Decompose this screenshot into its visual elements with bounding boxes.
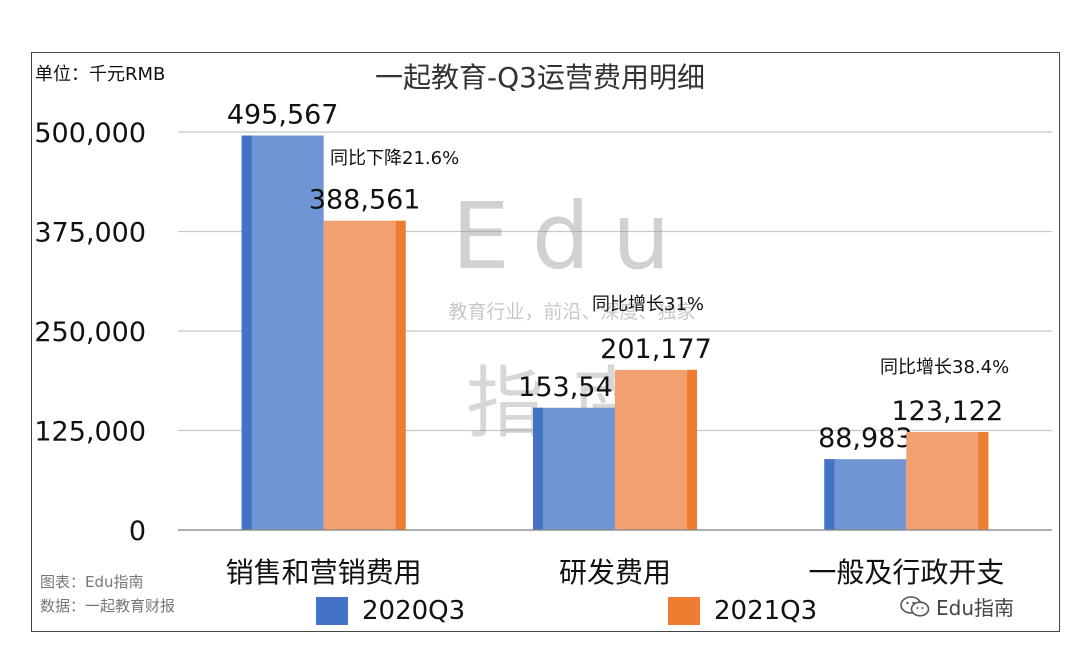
legend-label-2021q3: 2021Q3	[714, 596, 818, 626]
y-tick-label: 250,000	[34, 317, 146, 348]
y-tick-label: 500,000	[34, 118, 146, 149]
data-source: 数据：一起教育财报	[40, 597, 176, 615]
x-category-label: 研发费用	[559, 556, 671, 589]
bar-accent	[395, 220, 406, 530]
chart-title: 一起教育-Q3运营费用明细	[375, 61, 705, 94]
y-tick-label: 0	[129, 516, 146, 547]
y-tick-label: 125,000	[34, 417, 146, 448]
watermark-sub: 教育行业，前沿、深度、独家	[448, 301, 695, 323]
legend-swatch-2020q3	[316, 597, 348, 625]
bar-2020q3	[533, 407, 615, 530]
data-label: 495,567	[227, 100, 339, 131]
data-label: 88,983	[818, 423, 912, 454]
brand-name: Edu指南	[936, 596, 1015, 620]
data-label: 201,177	[600, 334, 712, 365]
legend-label-2020q3: 2020Q3	[362, 596, 466, 626]
bar-accent	[687, 369, 697, 530]
legend-item-2021q3: 2021Q3	[668, 596, 817, 626]
bar-accent	[241, 135, 252, 530]
bar-2021q3	[323, 220, 406, 530]
bar-2020q3	[241, 135, 324, 530]
data-label: 388,561	[309, 185, 421, 216]
bar-accent	[978, 431, 989, 530]
chart-credit: 图表：Edu指南	[40, 573, 144, 591]
y-tick-label: 375,000	[34, 218, 146, 249]
bar-2021q3	[615, 369, 697, 530]
chart-frame	[31, 52, 1060, 632]
data-label: 153,545	[518, 372, 630, 403]
brand-badge: Edu指南	[900, 592, 1014, 621]
unit-label: 单位：千元RMB	[35, 64, 166, 85]
data-label: 123,122	[892, 396, 1004, 427]
annotation-change-sales: 同比下降21.6%	[330, 148, 459, 169]
watermark-main: Edu	[452, 183, 693, 290]
annotation-change-rd: 同比增长31%	[592, 294, 704, 315]
bar-accent	[533, 407, 543, 530]
credit-block: 图表：Edu指南 数据：一起教育财报	[40, 570, 175, 618]
legend-item-2020q3: 2020Q3	[316, 596, 465, 626]
bar-2020q3	[824, 459, 907, 530]
x-category-label: 销售和营销费用	[226, 556, 422, 589]
x-category-label: 一般及行政开支	[808, 556, 1004, 589]
bar-accent	[824, 459, 835, 530]
annotation-change-admin: 同比增长38.4%	[880, 357, 1009, 378]
legend-swatch-2021q3	[668, 597, 700, 625]
wechat-icon	[900, 595, 930, 618]
bar-2021q3	[906, 431, 989, 530]
